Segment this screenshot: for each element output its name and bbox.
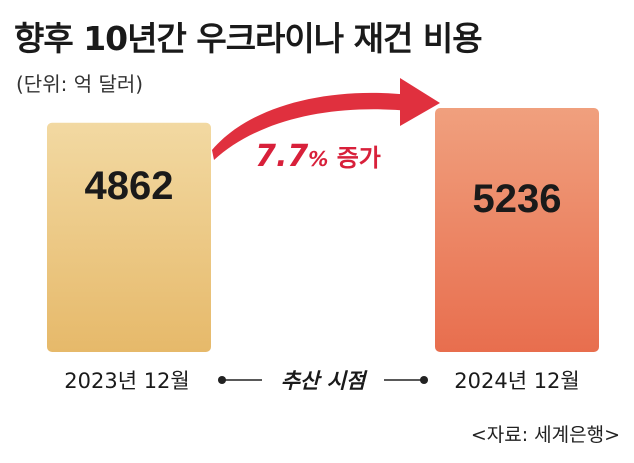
bar-value-label: 4862 (85, 164, 174, 208)
timeline-dot-left (218, 376, 226, 384)
increase-arrow-head (400, 78, 440, 126)
bar-value-label: 5236 (473, 177, 562, 221)
increase-percent-sign: % (308, 147, 328, 171)
increase-value: 7.7 (255, 139, 308, 174)
unit-label: (단위: 억 달러) (16, 72, 144, 96)
increase-suffix: 증가 (328, 144, 381, 172)
source-note: <자료: 세계은행> (470, 424, 620, 446)
increase-arrow (212, 92, 410, 160)
x-tick-label: 2024년 12월 (454, 369, 579, 393)
increase-annotation: 7.7% 증가 (255, 139, 381, 174)
timeline-dot-right (420, 376, 428, 384)
chart-title: 향후 10년간 우크라이나 재건 비용 (14, 19, 483, 58)
bar-2023-12 (47, 122, 211, 352)
bar-2024-12 (435, 108, 599, 352)
x-middle-label: 추산 시점 (281, 369, 368, 393)
x-tick-label: 2023년 12월 (64, 369, 189, 393)
